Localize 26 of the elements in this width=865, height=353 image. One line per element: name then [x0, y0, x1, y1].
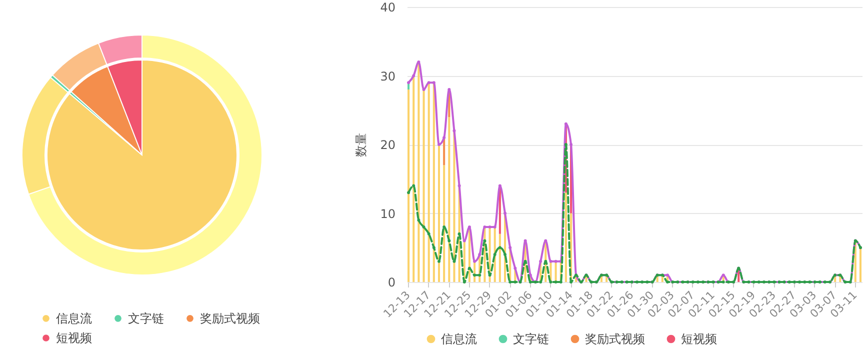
bar	[422, 90, 425, 282]
legend-label: 文字链	[513, 332, 549, 346]
bar	[428, 82, 430, 282]
y-tick-label: 30	[380, 69, 396, 84]
bar	[564, 192, 567, 282]
bar	[438, 144, 440, 282]
bar	[859, 248, 862, 282]
bar	[498, 234, 501, 282]
y-tick-label: 20	[380, 138, 396, 152]
legend-label: 文字链	[128, 311, 164, 326]
y-tick-label: 10	[380, 206, 396, 221]
y-axis-title: 数量	[354, 133, 368, 157]
bar	[408, 90, 410, 282]
bar	[448, 117, 450, 282]
bar	[443, 165, 446, 282]
y-tick-label: 0	[388, 276, 396, 290]
legend-label: 奖励式视频	[585, 332, 645, 346]
bar	[432, 82, 435, 282]
legend-label: 短视频	[681, 332, 717, 346]
legend-label: 信息流	[441, 332, 477, 346]
bar	[418, 62, 420, 282]
legend-label: 信息流	[56, 311, 92, 326]
y-tick-label: 40	[380, 0, 396, 14]
bar	[412, 76, 415, 282]
legend-label: 短视频	[56, 331, 92, 345]
legend-label: 奖励式视频	[200, 311, 260, 326]
